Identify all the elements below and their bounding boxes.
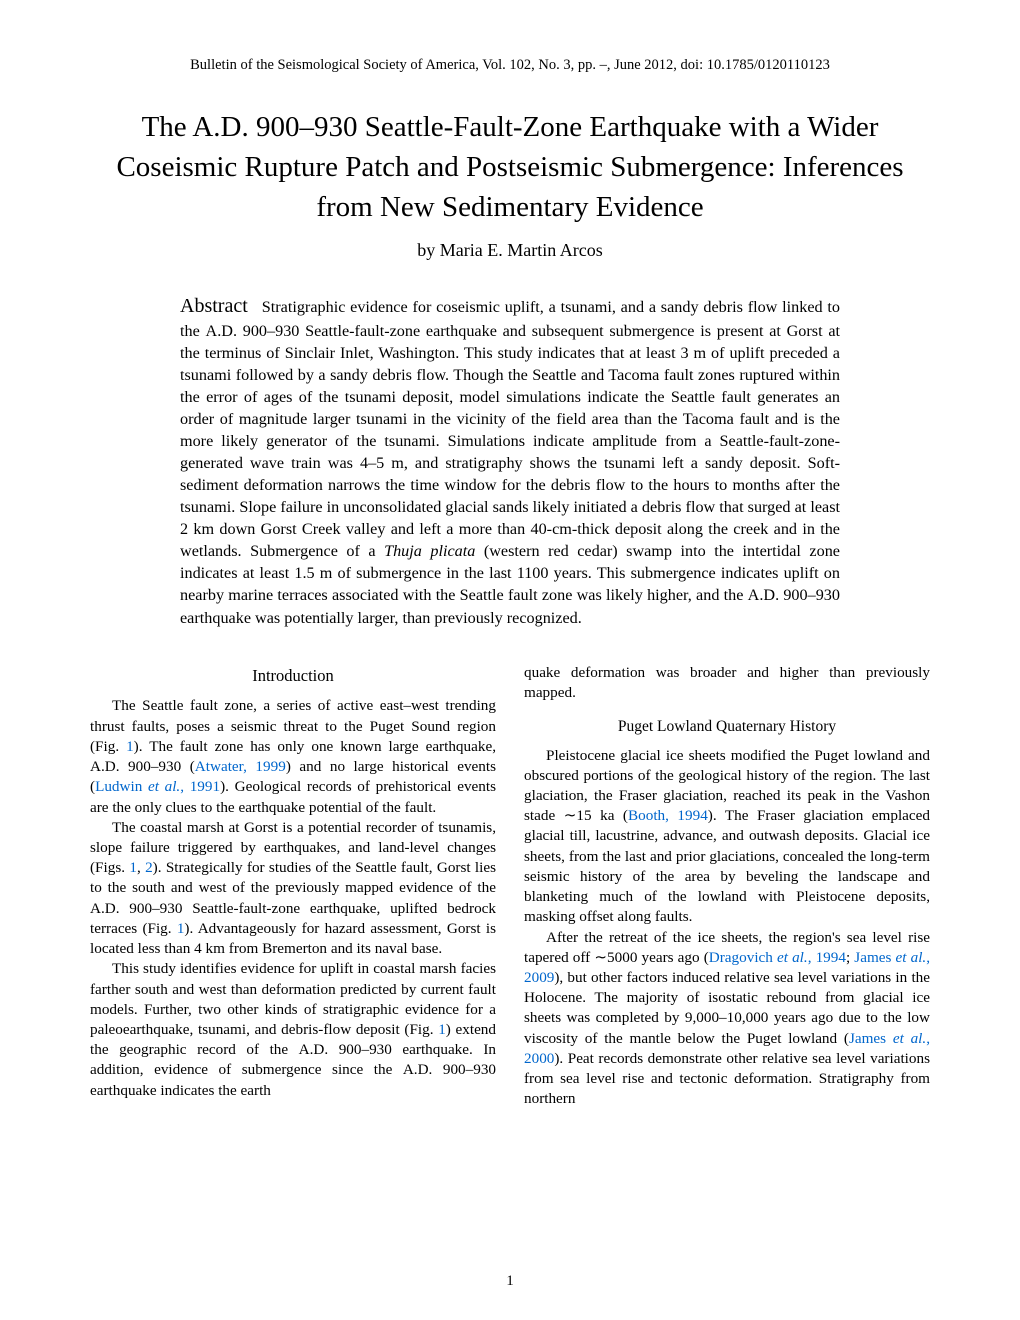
paragraph: The Seattle fault zone, a series of acti… bbox=[90, 696, 496, 817]
citation-link[interactable]: Booth, 1994 bbox=[628, 807, 708, 824]
abstract-label: Abstract bbox=[180, 295, 248, 317]
right-column: quake deformation was broader and higher… bbox=[524, 663, 930, 1110]
left-column: Introduction The Seattle fault zone, a s… bbox=[90, 663, 496, 1110]
section-heading-introduction: Introduction bbox=[90, 665, 496, 687]
abstract-italic: Thuja plicata bbox=[384, 542, 475, 560]
page-number: 1 bbox=[0, 1272, 1020, 1292]
paragraph: After the retreat of the ice sheets, the… bbox=[524, 928, 930, 1110]
paragraph: This study identifies evidence for uplif… bbox=[90, 959, 496, 1101]
figure-ref[interactable]: 1 bbox=[129, 859, 137, 876]
figure-ref[interactable]: 1 bbox=[438, 1021, 446, 1038]
body-columns: Introduction The Seattle fault zone, a s… bbox=[90, 663, 930, 1110]
abstract-text: A.D. bbox=[206, 322, 237, 340]
citation-link[interactable]: Ludwin et al., 1991 bbox=[95, 778, 220, 795]
figure-ref[interactable]: 1 bbox=[126, 738, 134, 755]
paragraph: The coastal marsh at Gorst is a potentia… bbox=[90, 818, 496, 960]
paper-title: The A.D. 900–930 Seattle-Fault-Zone Eart… bbox=[90, 107, 930, 227]
paragraph: quake deformation was broader and higher… bbox=[524, 663, 930, 703]
citation-link[interactable]: Dragovich et al., 1994 bbox=[709, 949, 846, 966]
abstract-text: A.D. bbox=[748, 586, 779, 604]
abstract: AbstractStratigraphic evidence for cosei… bbox=[180, 293, 840, 629]
figure-ref[interactable]: 2 bbox=[145, 859, 153, 876]
journal-header: Bulletin of the Seismological Society of… bbox=[90, 56, 930, 75]
subsection-heading: Puget Lowland Quaternary History bbox=[524, 717, 930, 738]
paragraph: Pleistocene glacial ice sheets modified … bbox=[524, 746, 930, 928]
abstract-text: 900–930 Seattle-fault-zone earthquake an… bbox=[180, 322, 840, 560]
citation-link[interactable]: Atwater, 1999 bbox=[195, 758, 286, 775]
author-line: by Maria E. Martin Arcos bbox=[90, 239, 930, 263]
